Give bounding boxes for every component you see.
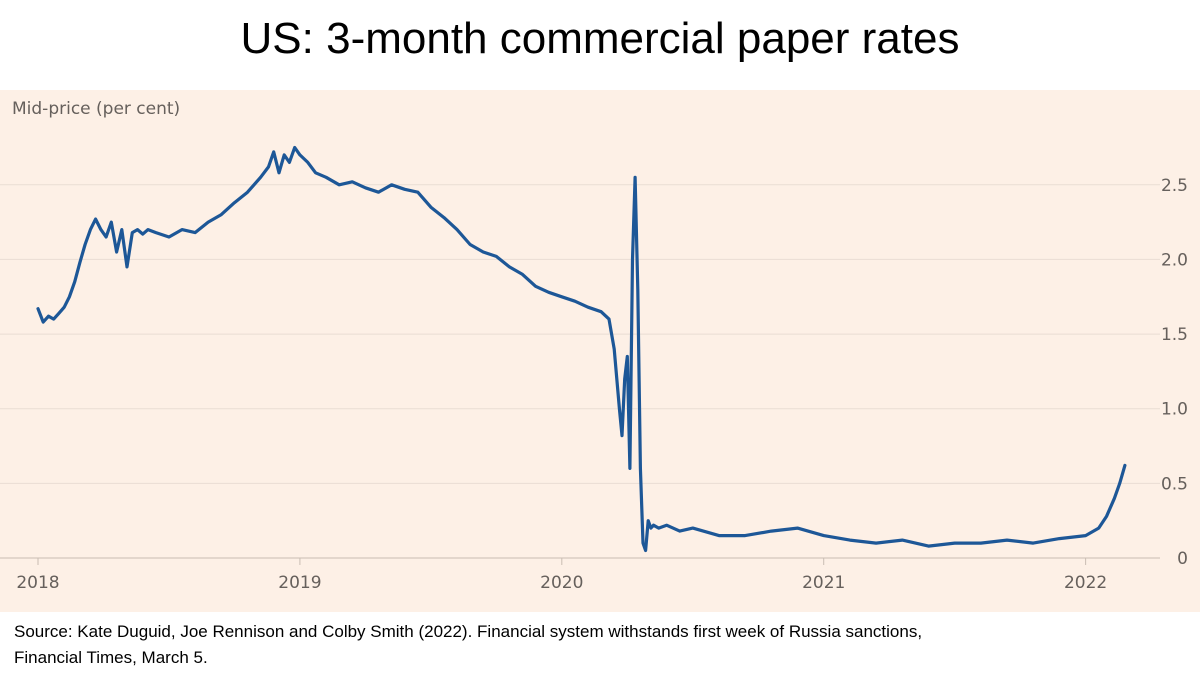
y-tick-label: 2.0 — [1161, 250, 1188, 270]
y-ticks: 0 0.5 1.0 1.5 2.0 2.5 — [1161, 176, 1188, 569]
x-tick-label: 2021 — [802, 573, 845, 593]
y-tick-label: 2.5 — [1161, 176, 1188, 196]
x-tick-label: 2020 — [540, 573, 583, 593]
grid — [0, 184, 1160, 559]
line-chart: Mid-price (per cent) 0 0.5 1.0 1.5 2.0 2.5 20… — [0, 99, 1188, 593]
x-tick-label: 2018 — [16, 573, 59, 593]
x-tick-label: 2019 — [278, 573, 321, 593]
y-axis-label: Mid-price (per cent) — [12, 99, 180, 119]
series-line — [36, 145, 1127, 553]
source-citation: Source: Kate Duguid, Joe Rennison and Co… — [14, 619, 1184, 671]
source-line-2: Financial Times, March 5. — [14, 648, 208, 667]
x-tick-label: 2022 — [1064, 573, 1107, 593]
x-ticks: 2018 2019 2020 2021 2022 — [16, 558, 1107, 593]
source-line-1: Source: Kate Duguid, Joe Rennison and Co… — [14, 622, 923, 641]
y-tick-label: 1.5 — [1161, 325, 1188, 345]
y-tick-label: 0 — [1177, 549, 1188, 569]
series-layer — [36, 145, 1127, 553]
slide-title: US: 3-month commercial paper rates — [240, 14, 960, 63]
chart-panel: Mid-price (per cent) 0 0.5 1.0 1.5 2.0 2.5 20… — [0, 90, 1200, 612]
y-tick-label: 0.5 — [1161, 474, 1188, 494]
y-tick-label: 1.0 — [1161, 400, 1188, 420]
